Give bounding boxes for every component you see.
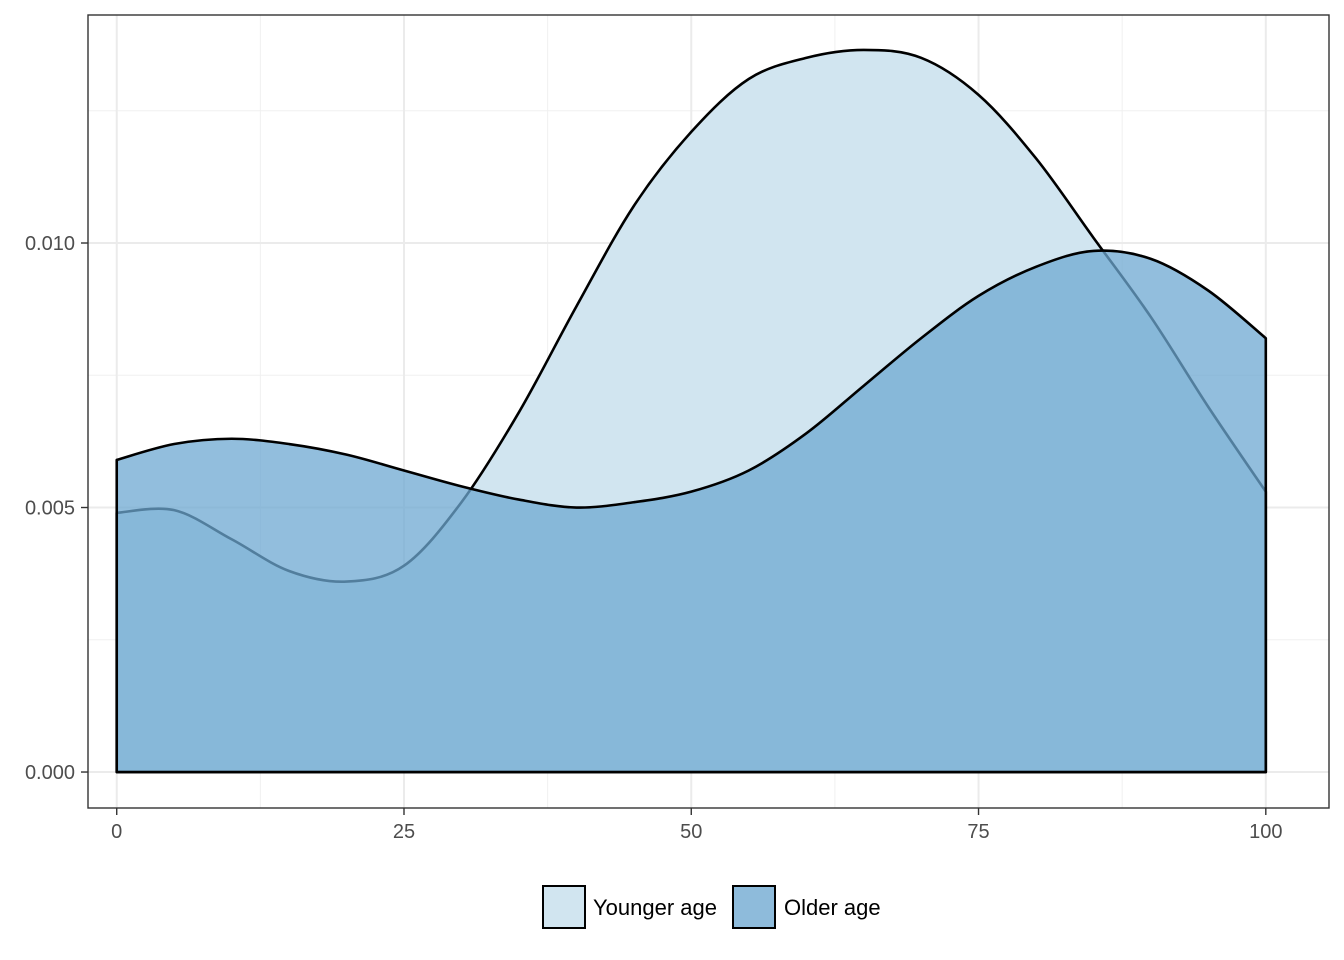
x-tick-label: 75 [967,821,989,843]
legend-label-older-age: Older age [784,895,881,920]
x-tick-label: 0 [111,821,122,843]
legend: Younger age Older age [542,885,881,929]
y-tick-label: 0.005 [25,498,75,520]
legend-key-younger-age [542,885,586,929]
panel-border [87,14,1330,809]
x-tick-label: 25 [393,821,415,843]
legend-label-younger-age: Younger age [593,895,717,920]
y-tick-label: 0.000 [25,762,75,784]
x-tick-label: 100 [1249,821,1282,843]
x-axis: 0 25 50 75 100 [111,808,1282,843]
density-area-older-age [115,249,1268,774]
y-axis: 0.000 0.005 0.010 [25,233,88,784]
legend-key-older-age [732,885,776,929]
y-tick-label: 0.010 [25,233,75,255]
series-layer [115,48,1268,774]
x-tick-label: 50 [680,821,702,843]
